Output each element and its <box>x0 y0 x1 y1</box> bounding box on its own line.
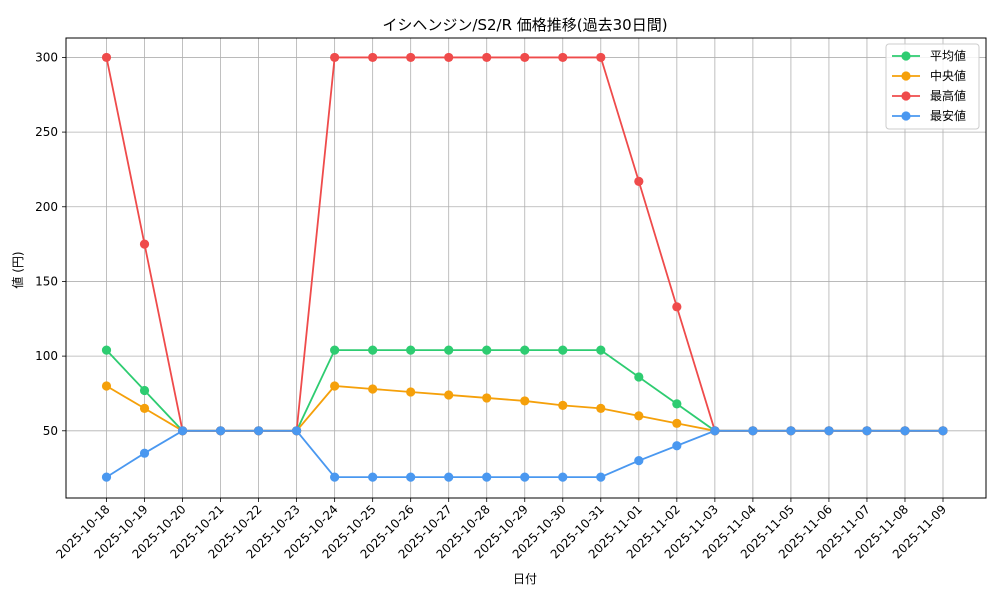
series <box>101 52 948 482</box>
data-point <box>558 345 568 355</box>
data-point <box>520 52 530 63</box>
legend-swatch-marker <box>901 111 911 121</box>
legend-item: 最安値 <box>892 108 966 123</box>
grid <box>66 38 986 498</box>
plot-area <box>65 37 987 499</box>
data-point <box>139 403 150 413</box>
data-point <box>482 472 492 482</box>
data-point <box>292 426 302 436</box>
data-point <box>406 52 416 63</box>
data-point <box>139 448 150 458</box>
data-point <box>634 411 644 421</box>
data-point <box>368 345 378 355</box>
data-point <box>900 426 910 436</box>
legend-item: 中央値 <box>892 68 966 83</box>
data-point <box>482 393 492 403</box>
data-point <box>520 472 530 482</box>
data-point <box>634 176 644 186</box>
data-point <box>139 239 150 249</box>
data-point <box>330 381 340 391</box>
y-tick-label: 150 <box>35 274 58 288</box>
data-point <box>634 456 644 466</box>
data-point <box>406 387 416 397</box>
legend-swatch-marker <box>901 51 911 61</box>
y-axis: 50 100 150 200 250 300 <box>35 50 66 438</box>
data-point <box>330 345 340 355</box>
legend-box <box>885 43 980 130</box>
data-point <box>596 52 606 63</box>
data-point <box>634 372 644 382</box>
data-point <box>444 52 454 63</box>
legend-item: 平均値 <box>892 48 966 63</box>
data-point <box>710 426 720 436</box>
data-point <box>596 472 606 482</box>
data-point <box>520 345 530 355</box>
data-point <box>368 52 378 63</box>
data-point <box>938 426 948 436</box>
data-point <box>824 426 834 436</box>
x-axis-label: 日付 <box>513 572 537 586</box>
data-point <box>101 381 112 391</box>
data-point <box>672 399 682 409</box>
data-point <box>482 345 492 355</box>
data-point <box>558 472 568 482</box>
data-point <box>482 52 492 63</box>
data-point <box>139 385 150 396</box>
legend-swatch-marker <box>901 71 911 81</box>
data-point <box>406 345 416 355</box>
legend-label: 中央値 <box>930 68 966 83</box>
data-point <box>748 426 758 436</box>
data-point <box>444 472 454 482</box>
data-point <box>558 52 568 63</box>
data-point <box>330 472 340 482</box>
data-point <box>520 396 530 406</box>
chart-title: イシヘンジン/S2/R 価格推移(過去30日間) <box>382 16 667 34</box>
legend-label: 最高値 <box>930 88 966 103</box>
data-point <box>786 426 796 436</box>
legend-item: 最高値 <box>892 88 966 103</box>
data-point <box>672 418 682 428</box>
data-point <box>444 390 454 400</box>
data-point <box>406 472 416 482</box>
y-tick-label: 250 <box>35 125 58 139</box>
data-point <box>101 52 112 63</box>
data-point <box>672 441 682 451</box>
data-point <box>177 426 188 436</box>
data-point <box>215 426 226 436</box>
data-point <box>672 302 682 312</box>
data-point <box>558 400 568 411</box>
data-point <box>101 345 112 355</box>
data-point <box>596 403 606 413</box>
data-point <box>444 345 454 355</box>
y-tick-label: 300 <box>35 50 58 64</box>
data-point <box>101 472 112 482</box>
data-point <box>330 52 340 63</box>
y-tick-label: 50 <box>43 424 58 438</box>
y-tick-label: 100 <box>35 349 58 363</box>
y-axis-label: 値 (円) <box>10 251 25 288</box>
y-tick-label: 200 <box>35 200 58 214</box>
legend-label: 平均値 <box>930 48 966 63</box>
data-point <box>596 345 606 355</box>
data-point <box>862 426 872 436</box>
data-point <box>368 472 378 482</box>
legend-label: 最安値 <box>930 108 966 123</box>
series-3 <box>101 426 948 482</box>
data-point <box>253 426 264 436</box>
data-point <box>368 384 378 394</box>
legend-swatch-marker <box>901 91 911 101</box>
